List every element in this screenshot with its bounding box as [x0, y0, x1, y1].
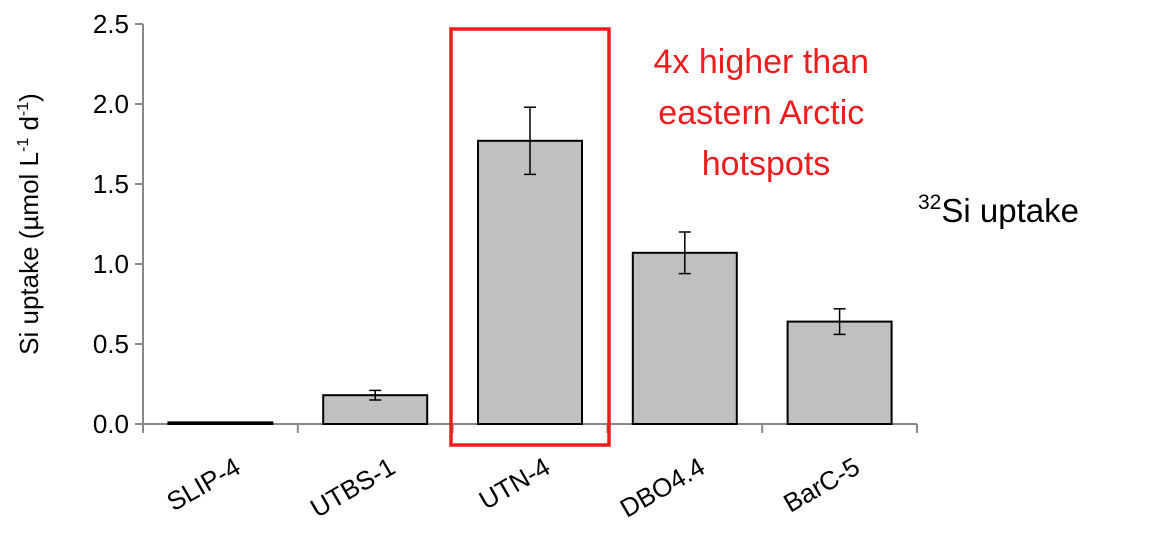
y-tick-label: 2.0: [93, 89, 129, 119]
x-tick-label: SLIP-4: [162, 451, 246, 517]
error-bar: [678, 231, 691, 275]
x-tick-label: BarC-5: [778, 451, 864, 518]
y-tick-label: 0.5: [93, 329, 129, 359]
bar-utbs-1: [322, 394, 429, 426]
y-tick-label: 0.0: [93, 409, 129, 439]
y-axis-title-mid: d: [14, 116, 44, 138]
bars: [167, 139, 893, 426]
side-label: 32Si uptake: [918, 191, 1079, 229]
y-tick-label: 1.5: [93, 169, 129, 199]
y-axis-title-sup1: -1: [15, 138, 32, 152]
bar-slip-4: [167, 421, 274, 425]
error-bar: [833, 308, 846, 336]
y-axis-title-sup2: -1: [15, 102, 32, 116]
x-tick-label: DBO4.4: [615, 451, 710, 523]
error-bar: [369, 389, 382, 401]
bar-utn-4: [477, 139, 583, 426]
side-label-text: Si uptake: [941, 192, 1079, 229]
bar-barc-5: [786, 320, 893, 426]
y-axis-title-end: ): [14, 93, 44, 102]
y-axis-title-main: Si uptake (µmol L: [14, 152, 44, 355]
annotation-line-2: eastern Arctic: [658, 94, 864, 132]
side-label-superscript: 32: [918, 191, 941, 214]
y-tick-label: 2.5: [93, 9, 129, 39]
y-axis-title: Si uptake (µmol L-1 d-1): [14, 93, 44, 355]
bar-dbo4-4: [631, 251, 738, 425]
y-ticks: 0.0 0.5 1.0 1.5 2.0 2.5: [93, 9, 143, 439]
annotation-text: 4x higher than eastern Arctic hotspots: [654, 43, 879, 183]
annotation-line-1: 4x higher than: [654, 43, 870, 81]
x-ticks: SLIP-4 UTBS-1 UTN-4 DBO4.4 BarC-5: [142, 424, 918, 523]
error-bars: [369, 106, 846, 401]
x-tick-label: UTBS-1: [305, 451, 400, 523]
y-tick-label: 1.0: [93, 249, 129, 279]
annotation-line-3: hotspots: [702, 145, 831, 183]
highlight-box: [449, 27, 611, 447]
error-bar: [524, 106, 536, 176]
x-tick-label: UTN-4: [474, 451, 555, 515]
